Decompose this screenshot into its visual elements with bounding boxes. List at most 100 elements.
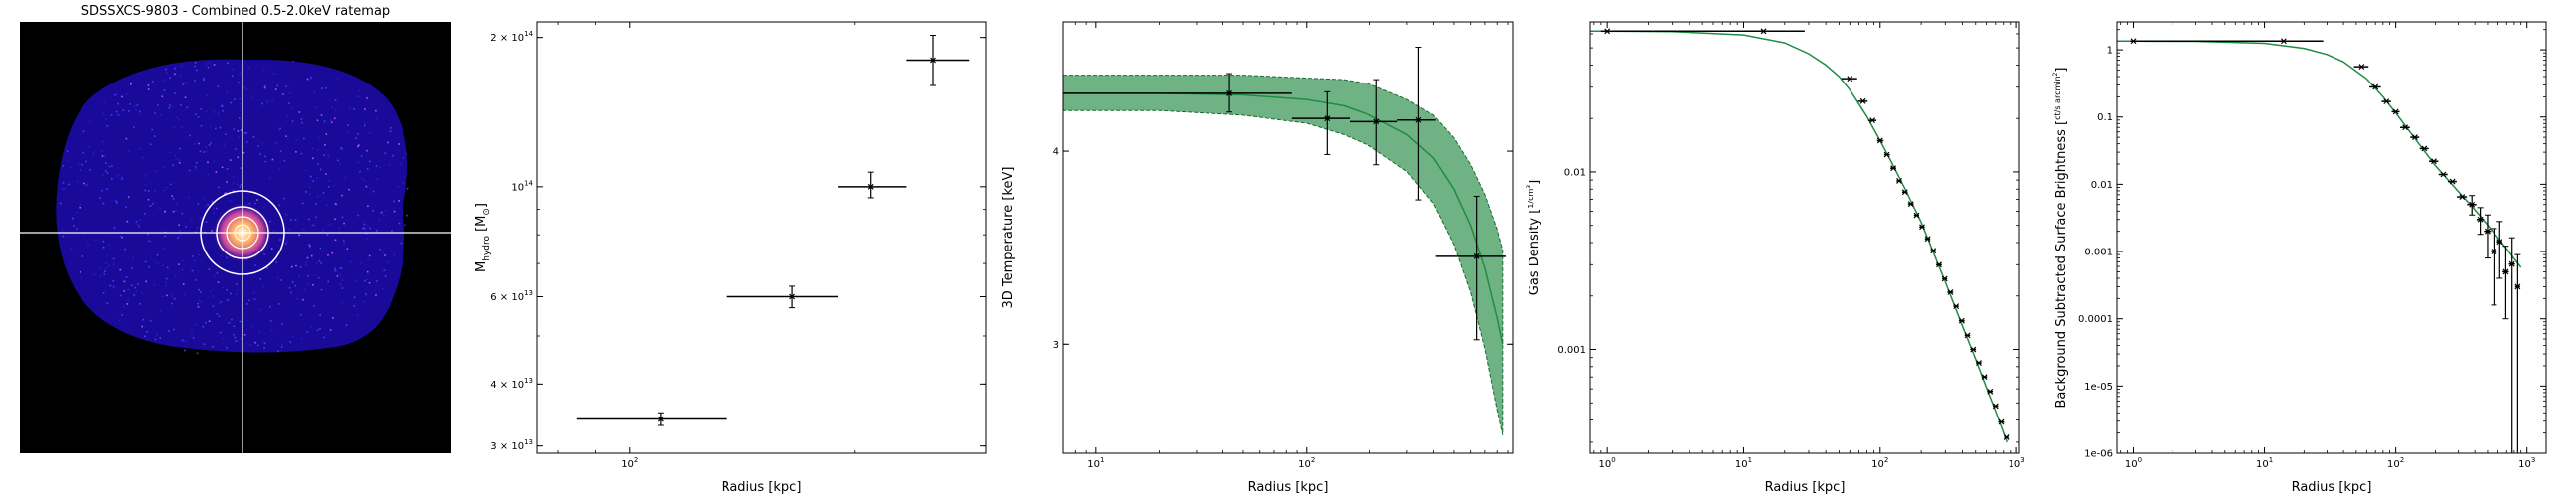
ratemap-pixel <box>384 152 387 155</box>
point-marker <box>1901 189 1908 196</box>
ratemap-pixel <box>334 239 337 242</box>
ratemap-pixel <box>327 156 330 158</box>
ratemap-pixel <box>180 65 183 67</box>
ratemap-pixel <box>386 260 389 263</box>
plot-content <box>576 35 970 426</box>
ratemap-pixel <box>162 264 164 267</box>
point-marker <box>1958 317 1965 324</box>
y-axis-label: Gas Density [1/cm3] <box>1526 180 1542 295</box>
point-marker <box>2485 228 2491 235</box>
ratemap-pixel <box>334 218 336 221</box>
ratemap-pixel <box>146 250 148 252</box>
ratemap-pixel <box>207 161 209 164</box>
ratemap-pixel <box>284 213 286 215</box>
ratemap-pixel <box>172 198 175 200</box>
ratemap-pixel <box>179 234 182 236</box>
ratemap-pixel <box>243 334 246 336</box>
ratemap-pixel <box>301 121 303 124</box>
y-tick-label: 1014 <box>511 179 533 193</box>
ratemap-pixel <box>81 255 84 257</box>
ratemap-pixel <box>285 243 287 245</box>
ratemap-pixel <box>89 121 91 123</box>
ratemap-pixel <box>210 142 212 144</box>
ratemap-pixel <box>348 107 351 110</box>
ratemap-pixel <box>159 114 162 116</box>
ratemap-pixel <box>331 251 333 254</box>
ratemap-pixel <box>212 295 215 298</box>
ratemap-pixel <box>310 254 313 257</box>
ratemap-pixel <box>209 290 212 293</box>
ratemap-pixel <box>376 178 379 181</box>
ratemap-pixel <box>235 340 237 342</box>
ratemap-pixel <box>205 221 208 223</box>
ratemap-pixel <box>208 61 211 64</box>
ratemap-pixel <box>200 300 202 303</box>
ratemap-pixel <box>164 210 166 213</box>
ratemap-pixel <box>320 262 322 264</box>
ratemap-pixel <box>154 338 157 341</box>
ratemap-pixel <box>225 133 227 135</box>
ratemap-pixel <box>375 230 378 232</box>
ratemap-pixel <box>338 231 341 233</box>
ratemap-pixel <box>188 196 190 199</box>
ratemap-pixel <box>225 192 227 194</box>
ratemap-pixel <box>261 102 263 105</box>
ratemap-pixel <box>174 73 176 76</box>
y-axis-label: Mhydro [M⊙] <box>474 203 492 272</box>
ratemap-pixel <box>156 253 159 256</box>
point-marker <box>1964 332 1971 339</box>
data-point <box>1930 248 1937 254</box>
data-point <box>2476 207 2485 236</box>
x-tick-label: 102 <box>621 456 638 470</box>
ratemap-pixel <box>199 150 202 153</box>
ratemap-pixel <box>305 191 307 193</box>
ratemap-pixel <box>315 202 317 205</box>
ratemap-pixel <box>174 154 176 157</box>
ratemap-pixel <box>305 169 307 172</box>
ratemap-pixel <box>106 188 109 190</box>
ratemap-pixel <box>282 93 285 96</box>
ratemap-pixel <box>252 292 255 294</box>
ratemap-pixel <box>126 220 129 223</box>
ratemap-pixel <box>317 137 320 139</box>
point-marker <box>2372 84 2379 90</box>
ratemap-pixel <box>125 276 128 278</box>
ratemap-pixel <box>154 170 157 172</box>
ratemap-pixel <box>151 81 154 83</box>
x-tick-label: 100 <box>2125 456 2142 470</box>
plot-content <box>2117 38 2522 453</box>
ratemap-pixel <box>218 186 220 189</box>
point-marker <box>1936 261 1942 268</box>
ratemap-pixel <box>368 282 371 284</box>
ratemap-pixel <box>135 221 138 223</box>
ratemap-pixel <box>147 198 150 201</box>
ratemap-pixel <box>362 227 364 230</box>
ratemap-pixel <box>398 222 401 225</box>
ratemap-pixel <box>171 295 173 297</box>
ratemap-pixel <box>286 240 288 243</box>
ratemap-pixel <box>127 196 130 198</box>
ratemap-pixel <box>157 104 159 106</box>
ratemap-pixel <box>121 178 123 180</box>
point-marker <box>1947 289 1954 295</box>
ratemap-pixel <box>339 267 342 269</box>
ratemap-pixel <box>116 110 118 113</box>
ratemap-pixel <box>391 230 393 233</box>
ratemap-pixel <box>172 164 174 167</box>
ratemap-pixel <box>165 186 168 189</box>
ratemap-pixel <box>182 283 185 285</box>
ratemap-pixel <box>180 104 182 106</box>
point-marker <box>2496 239 2503 246</box>
point-marker <box>2502 268 2509 275</box>
ratemap-pixel <box>112 280 115 282</box>
plot-area <box>537 22 986 453</box>
ratemap-pixel <box>170 183 172 186</box>
ratemap-pixel <box>365 185 368 188</box>
ratemap-pixel <box>70 166 72 169</box>
ratemap-pixel <box>174 67 176 70</box>
ratemap-pixel <box>281 343 283 345</box>
ratemap-pixel <box>80 271 81 273</box>
ratemap-pixel <box>231 75 234 77</box>
ratemap-pixel <box>325 133 328 135</box>
ratemap-pixel <box>175 210 177 213</box>
